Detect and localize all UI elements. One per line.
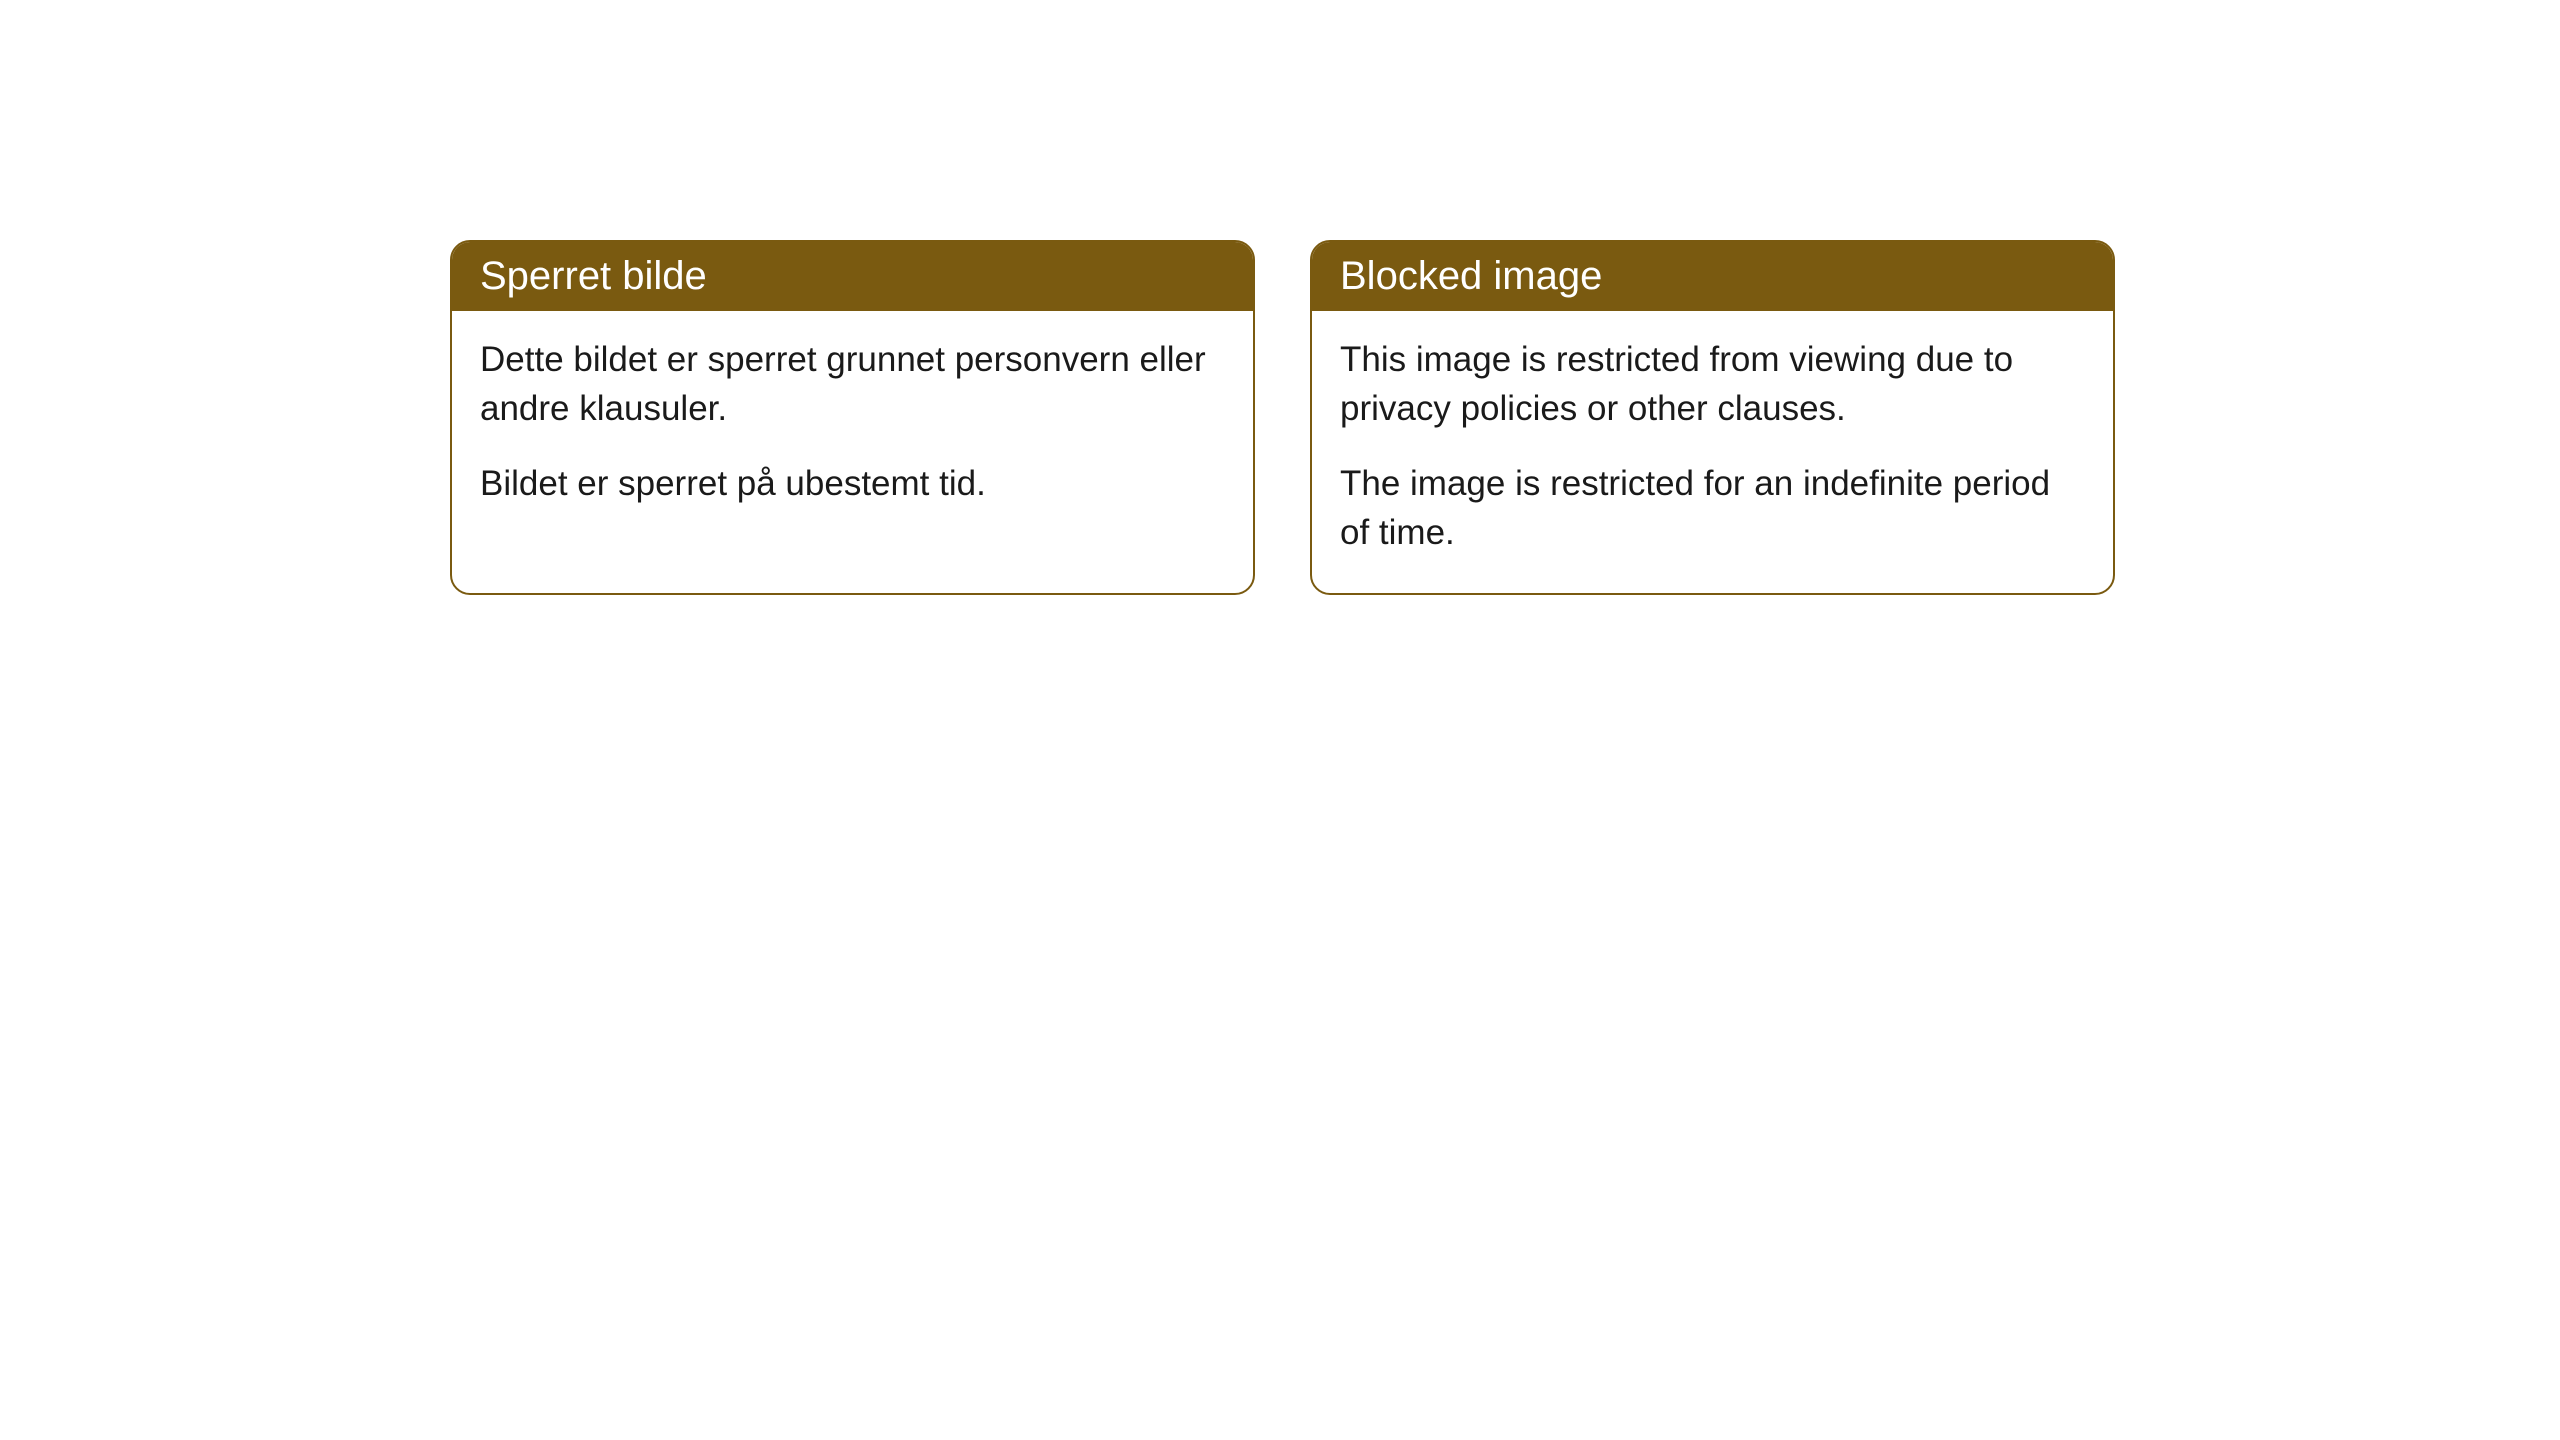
notice-card-english: Blocked image This image is restricted f… (1310, 240, 2115, 595)
card-title-norwegian: Sperret bilde (480, 254, 707, 298)
card-title-english: Blocked image (1340, 254, 1602, 298)
card-body-norwegian: Dette bildet er sperret grunnet personve… (452, 311, 1253, 544)
notice-card-norwegian: Sperret bilde Dette bildet er sperret gr… (450, 240, 1255, 595)
card-paragraph-1-english: This image is restricted from viewing du… (1340, 335, 2085, 433)
notice-cards-container: Sperret bilde Dette bildet er sperret gr… (450, 240, 2560, 595)
card-body-english: This image is restricted from viewing du… (1312, 311, 2113, 593)
card-header-english: Blocked image (1312, 242, 2113, 311)
card-paragraph-2-norwegian: Bildet er sperret på ubestemt tid. (480, 459, 1225, 508)
card-paragraph-2-english: The image is restricted for an indefinit… (1340, 459, 2085, 557)
card-paragraph-1-norwegian: Dette bildet er sperret grunnet personve… (480, 335, 1225, 433)
card-header-norwegian: Sperret bilde (452, 242, 1253, 311)
